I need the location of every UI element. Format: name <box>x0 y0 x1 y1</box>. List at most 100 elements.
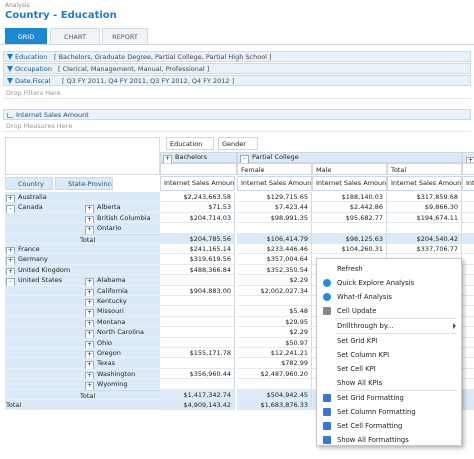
data-cell[interactable]: $106,414.79 <box>237 233 312 244</box>
measure-bar[interactable]: Internet Sales Amount <box>3 109 471 120</box>
data-cell[interactable]: $155,171.78 <box>160 348 235 359</box>
data-cell[interactable] <box>160 275 235 286</box>
filter-bar[interactable]: Date.Fiscal [ Q3 FY 2011, Q4 FY 2011, Q3 … <box>3 75 471 86</box>
data-cell[interactable]: $9,866.30 <box>387 202 462 213</box>
data-cell[interactable]: $782.99 <box>237 358 312 369</box>
menu-item[interactable]: Show All KPIs <box>317 376 463 390</box>
data-cell[interactable]: $488,366.84 <box>160 264 235 276</box>
data-cell[interactable]: $356,960.44 <box>160 368 235 380</box>
state-label[interactable]: + Alabama <box>85 276 126 286</box>
state-label[interactable]: + Montana <box>85 317 126 328</box>
data-cell[interactable]: $29.95 <box>237 316 312 328</box>
country-label[interactable]: - United States <box>5 275 85 286</box>
data-cell[interactable]: $2,243,663.58 <box>160 192 235 203</box>
data-cell[interactable] <box>160 327 235 338</box>
data-cell[interactable]: $2.29 <box>237 275 312 286</box>
state-label[interactable]: + California <box>85 286 128 296</box>
data-cell[interactable]: $357,004.64 <box>237 254 312 265</box>
data-cell[interactable]: $129,715.65 <box>237 192 312 203</box>
tab[interactable]: GRID <box>5 28 47 44</box>
menu-item[interactable]: Set Column Formatting <box>317 405 463 419</box>
tab[interactable]: REPORT <box>102 28 148 44</box>
state-label[interactable]: + Alberta <box>85 203 121 213</box>
data-cell[interactable]: $204,540.42 <box>387 233 462 244</box>
data-cell[interactable] <box>160 223 235 234</box>
data-cell[interactable]: $194,674.11 <box>387 212 462 224</box>
data-cell[interactable]: $188,140.03 <box>312 192 387 203</box>
menu-item[interactable]: Set Cell KPI <box>317 362 463 376</box>
country-label[interactable]: - Canada <box>5 202 85 213</box>
menu-item[interactable]: Set Grid Formatting <box>317 391 463 405</box>
data-cell[interactable]: $904,883.00 <box>160 285 235 296</box>
data-cell[interactable]: $71.53 <box>160 202 235 213</box>
data-cell[interactable] <box>160 296 235 307</box>
filter-drop-zone[interactable]: Drop Filters Here <box>3 88 471 99</box>
data-cell[interactable]: $2,487,960.20 <box>237 368 312 380</box>
data-cell[interactable] <box>237 223 312 234</box>
menu-item[interactable]: Set Column KPI <box>317 348 463 362</box>
filter-bar[interactable]: Occupation [ Clerical, Management, Manual… <box>3 63 471 74</box>
data-cell[interactable] <box>160 337 235 348</box>
menu-item[interactable]: Set Cell Formatting <box>317 419 463 433</box>
data-cell[interactable]: $204,714.03 <box>160 212 235 224</box>
data-cell[interactable]: $317,859.68 <box>387 192 462 203</box>
data-cell[interactable]: $7,423.44 <box>237 202 312 213</box>
menu-item[interactable]: Cell Update <box>317 304 463 318</box>
data-cell[interactable]: $98,991.35 <box>237 212 312 224</box>
data-cell[interactable]: $98,125.63 <box>312 233 387 244</box>
data-cell[interactable]: $5.48 <box>237 306 312 317</box>
state-label[interactable]: + British Columbia <box>85 213 151 224</box>
data-cell[interactable] <box>237 296 312 307</box>
data-cell[interactable]: $504,942.45 <box>237 389 312 400</box>
state-label[interactable]: + Ontario <box>85 224 122 234</box>
data-cell[interactable]: $12,241.21 <box>237 348 312 359</box>
data-cell[interactable]: $2,442.86 <box>312 202 387 213</box>
data-cell[interactable] <box>160 379 235 390</box>
state-label[interactable]: + Ohio <box>85 338 113 348</box>
state-label[interactable]: + Wyoming <box>85 380 128 390</box>
data-cell[interactable]: $2,002,027.34 <box>237 285 312 296</box>
measure-drop-zone[interactable]: Drop Measures Here <box>3 121 471 132</box>
column-field[interactable]: Education <box>166 137 214 150</box>
country-label[interactable]: + France <box>6 245 40 255</box>
data-cell[interactable]: $104,260.31 <box>312 244 387 255</box>
menu-item[interactable]: Set Grid KPI <box>317 334 463 348</box>
data-cell[interactable]: $241,165.14 <box>160 244 235 255</box>
menu-item[interactable]: Show All Formattings <box>317 433 463 447</box>
menu-item[interactable]: Drillthrough by... <box>317 319 463 333</box>
data-cell[interactable]: $4,909,143.42 <box>160 400 235 411</box>
row-field[interactable]: State-Province <box>55 177 113 190</box>
data-cell[interactable]: $352,350.54 <box>237 264 312 276</box>
state-label[interactable]: + Washington <box>85 369 136 380</box>
data-cell[interactable]: $50.97 <box>237 337 312 348</box>
column-field[interactable]: Gender <box>218 137 258 150</box>
country-label[interactable]: + United Kingdom <box>6 265 71 276</box>
filter-bar[interactable]: Education [ Bachelors, Graduate Degree, P… <box>3 51 471 62</box>
data-cell[interactable]: $95,682.77 <box>312 212 387 224</box>
data-cell[interactable]: $1,417,342.74 <box>160 389 235 400</box>
menu-item[interactable]: Refresh <box>317 262 463 276</box>
state-label[interactable]: + Oregon <box>85 349 121 359</box>
country-label[interactable]: + Germany <box>6 255 48 265</box>
state-label[interactable]: + Texas <box>85 359 115 369</box>
data-cell[interactable]: $1,683,876.33 <box>237 400 312 411</box>
data-cell[interactable] <box>160 316 235 328</box>
state-label[interactable]: + Missouri <box>85 307 124 317</box>
data-cell[interactable]: $233,446.46 <box>237 244 312 255</box>
country-label[interactable]: + Australia <box>6 193 47 203</box>
state-label[interactable]: + Kentucky <box>85 297 127 307</box>
data-cell[interactable]: $204,785.56 <box>160 233 235 244</box>
data-cell[interactable]: $337,706.77 <box>387 244 462 255</box>
data-cell[interactable]: $2.29 <box>237 327 312 338</box>
tab[interactable]: CHART <box>50 28 100 44</box>
data-cell[interactable] <box>387 223 462 234</box>
menu-item[interactable]: Quick Explore Analysis <box>317 276 463 290</box>
state-label[interactable]: + North Carolina <box>85 328 144 338</box>
row-field[interactable]: Country <box>5 177 53 190</box>
menu-item[interactable]: What-If Analysis <box>317 290 463 304</box>
data-cell[interactable] <box>160 306 235 317</box>
data-cell[interactable] <box>237 379 312 390</box>
data-cell[interactable] <box>312 223 387 234</box>
data-cell[interactable]: $319,619.56 <box>160 254 235 265</box>
data-cell[interactable] <box>160 358 235 369</box>
